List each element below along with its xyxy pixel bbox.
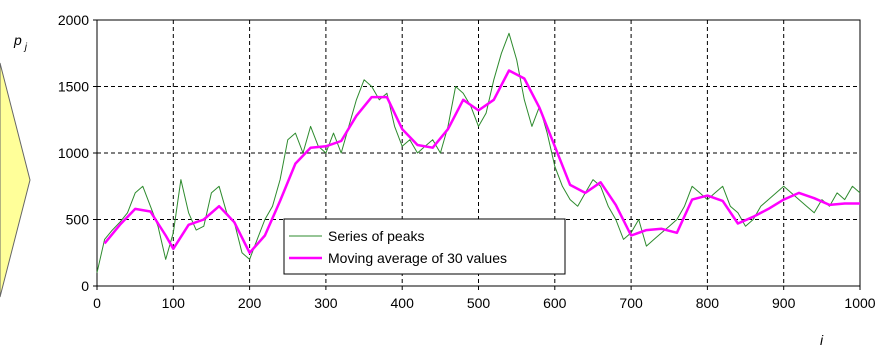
y-tick-label: 1000 [58, 145, 89, 161]
y-axis-label-sub: j [23, 42, 28, 53]
x-tick-label: 300 [314, 295, 338, 311]
x-tick-label: 600 [543, 295, 567, 311]
y-tick-label: 2000 [58, 12, 89, 28]
x-tick-label: 900 [772, 295, 796, 311]
x-tick-label: 100 [162, 295, 186, 311]
x-tick-label: 700 [619, 295, 643, 311]
legend: Series of peaks Moving average of 30 val… [283, 218, 566, 275]
y-tick-label: 0 [81, 278, 89, 294]
moving-average-line [103, 69, 860, 255]
x-tick-label: 1000 [844, 295, 875, 311]
y-axis-label-main: p [13, 32, 22, 48]
y-tick-label: 1500 [58, 79, 89, 95]
x-tick-label: 200 [238, 295, 262, 311]
x-tick-label: 0 [93, 295, 101, 311]
axis-ticks: 0 100 200 300 400 500 600 700 800 900 1000 0 500 1000… [58, 12, 876, 311]
legend-label-moving-average: Moving average of 30 values [328, 250, 507, 266]
x-tick-label: 800 [696, 295, 720, 311]
x-tick-label: 500 [467, 295, 491, 311]
arrow-shape [0, 62, 31, 298]
x-tick-label: 400 [391, 295, 415, 311]
legend-label-series-of-peaks: Series of peaks [328, 228, 425, 244]
y-tick-label: 500 [66, 212, 90, 228]
series [96, 32, 861, 273]
legend-box [283, 218, 566, 275]
x-axis-label: i [820, 332, 824, 348]
series-of-peaks-line [96, 32, 861, 273]
